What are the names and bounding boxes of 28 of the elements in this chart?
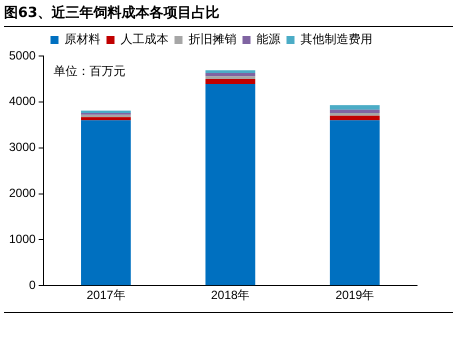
bar bbox=[330, 116, 380, 120]
legend-label: 其他制造费用 bbox=[300, 32, 372, 46]
bar bbox=[205, 70, 256, 73]
bar bbox=[330, 120, 380, 286]
legend-label: 人工成本 bbox=[120, 32, 168, 46]
bar bbox=[205, 84, 256, 286]
bar bbox=[205, 78, 256, 84]
x-tick-label: 2019年 bbox=[335, 288, 374, 302]
legend-label: 折旧摊销 bbox=[188, 32, 236, 46]
y-tick-label: 2000 bbox=[8, 186, 36, 200]
x-tick-label: 2017年 bbox=[86, 288, 126, 302]
annotation: 单位：百万元 bbox=[54, 64, 126, 78]
chart-title: 图63、近三年饲料成本各项目占比 bbox=[4, 4, 453, 27]
bar bbox=[81, 120, 131, 286]
legend-label: 能源 bbox=[256, 32, 280, 46]
y-tick-label: 3000 bbox=[8, 140, 36, 154]
bar bbox=[330, 105, 380, 110]
bar bbox=[81, 117, 131, 120]
bar bbox=[330, 112, 380, 116]
bar bbox=[205, 72, 256, 76]
y-tick-label: 4000 bbox=[8, 94, 36, 108]
y-tick-label: 1000 bbox=[8, 232, 36, 246]
y-tick-label: 0 bbox=[29, 278, 36, 292]
bar bbox=[330, 110, 380, 113]
bar bbox=[205, 76, 256, 79]
y-tick-label: 5000 bbox=[8, 48, 36, 62]
x-tick-label: 2018年 bbox=[210, 288, 250, 302]
legend-label: 原材料 bbox=[64, 32, 100, 46]
